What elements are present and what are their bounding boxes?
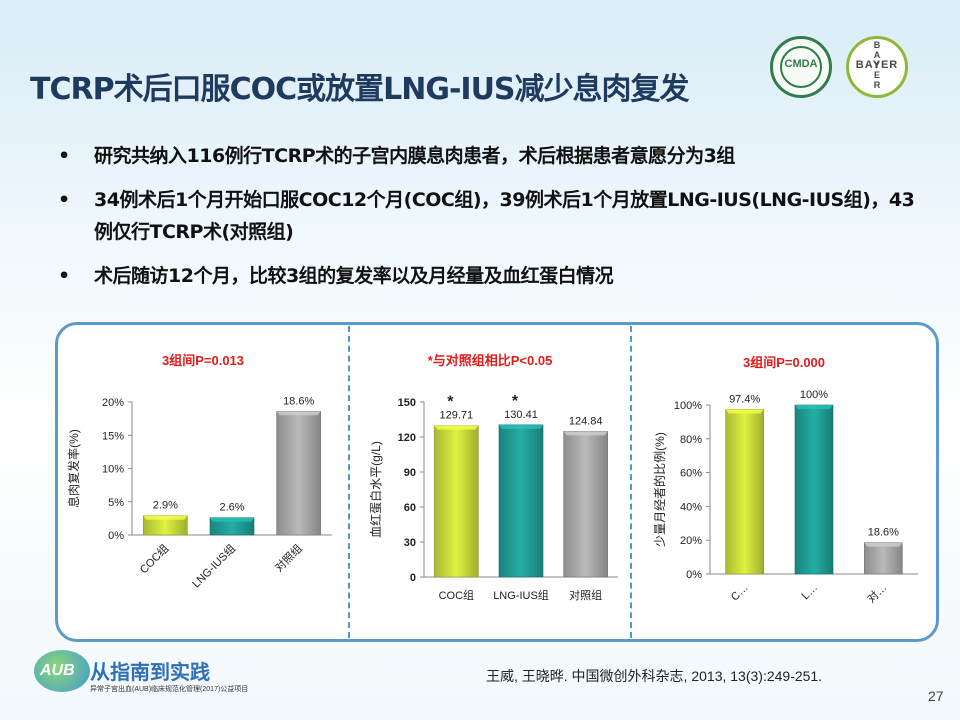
chart-3-title: 3组间P=0.000 [742, 355, 826, 370]
chart-divider [348, 326, 350, 638]
bayer-logo-letter: A [873, 50, 881, 60]
bayer-logo-horizontal: BAYER [855, 59, 899, 71]
aub-logo-mark-text: AUB [40, 662, 75, 679]
bullet-item: • 术后随访12个月，比较3组的复发率以及月经量及血红蛋白情况 [58, 260, 918, 292]
citation: 王威, 王晓晔. 中国微创外科杂志, 2013, 13(3):249-251. [486, 668, 823, 684]
chart-1-title: 3组间P=0.013 [161, 353, 245, 368]
chart-divider [630, 326, 632, 638]
bullet-text: 研究共纳入116例行TCRP术的子宫内膜息肉患者，术后根据患者意愿分为3组 [94, 145, 735, 167]
bullet-marker: • [58, 189, 70, 211]
aub-project-logo: AUB 从指南到实践 异常子宫出血(AUB)临床规范化管理(2017)公益项目 [34, 648, 284, 698]
chart-2-title: *与对照组相比P<0.05 [427, 353, 553, 368]
bayer-logo-letter: B [873, 40, 881, 50]
aub-logo-text: 从指南到实践 [90, 662, 210, 684]
aub-logo-subtitle: 异常子宫出血(AUB)临床规范化管理(2017)公益项目 [90, 686, 249, 693]
page-title: TCRP术后口服COC或放置LNG-IUS减少息肉复发 [30, 72, 690, 107]
bullet-list: • 研究共纳入116例行TCRP术的子宫内膜息肉患者，术后根据患者意愿分为3组 •… [58, 140, 918, 304]
bullet-item: • 研究共纳入116例行TCRP术的子宫内膜息肉患者，术后根据患者意愿分为3组 [58, 140, 918, 172]
bullet-marker: • [58, 265, 70, 287]
page-number: 27 [928, 688, 944, 704]
cmda-logo-text: CMDA [784, 58, 818, 70]
bullet-text: 术后随访12个月，比较3组的复发率以及月经量及血红蛋白情况 [94, 265, 614, 287]
charts-panel [55, 322, 939, 642]
bayer-logo-letter: E [873, 70, 880, 80]
bullet-text: 34例术后1个月开始口服COC12个月(COC组)，39例术后1个月放置LNG-… [94, 189, 915, 243]
bayer-logo-letter: R [873, 80, 881, 90]
bullet-item: • 34例术后1个月开始口服COC12个月(COC组)，39例术后1个月放置LNG… [58, 184, 918, 248]
cmda-logo-ring [780, 46, 822, 88]
cmda-logo: CMDA [770, 36, 832, 98]
bullet-marker: • [58, 145, 70, 167]
aub-logo-mark: AUB [34, 650, 90, 692]
bayer-logo-letter: Y [873, 60, 880, 70]
